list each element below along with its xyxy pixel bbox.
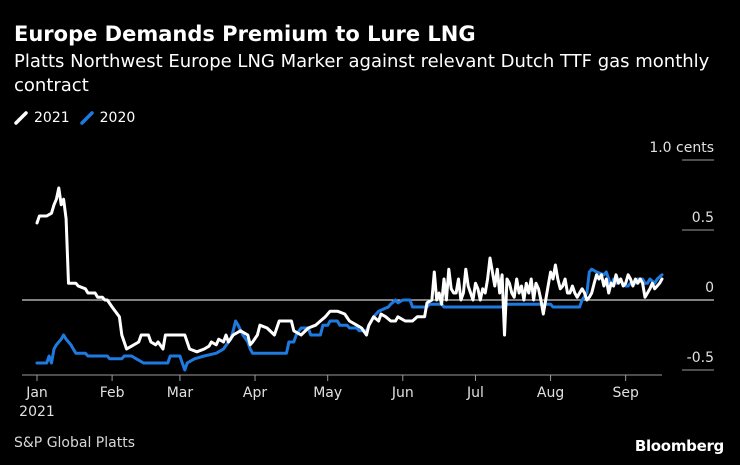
series-line-2020 [35,267,664,372]
source-note: S&P Global Platts [14,435,135,451]
legend-item-2021: 2021 [14,110,70,126]
legend-label-2021: 2021 [34,110,70,126]
x-tick-sublabel: 2021 [19,404,55,420]
chart-subtitle: Platts Northwest Europe LNG Marker again… [14,51,710,96]
y-tick-label: 0.5 [692,210,714,226]
x-tick-label: Mar [167,385,194,401]
x-tick-label: Aug [537,385,564,401]
x-tick-label: Apr [243,385,267,401]
y-tick-label: -0.5 [687,350,714,366]
series-line-2021 [35,186,664,354]
legend-swatch-2020 [79,111,94,125]
x-tick-label: Jul [466,385,484,401]
bloomberg-logo: Bloomberg [634,437,724,455]
legend-line-2021 [14,111,28,125]
legend-line-2020 [79,111,94,125]
x-tick-label: Jan [25,385,48,401]
legend: 2021 2020 [14,110,145,126]
x-tick-label: Sep [612,385,639,401]
legend-item-2020: 2020 [79,110,136,126]
y-tick-label: 1.0 cents [649,140,714,156]
x-tick-label: May [313,385,342,401]
legend-swatch-2021 [14,111,28,125]
y-tick-label: 0 [705,280,714,296]
x-tick-label: Jun [391,385,414,401]
x-tick-label: Feb [100,385,125,401]
legend-label-2020: 2020 [99,110,136,126]
chart-title: Europe Demands Premium to Lure LNG [14,22,476,46]
